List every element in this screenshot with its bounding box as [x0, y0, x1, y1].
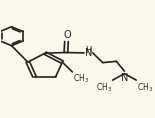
Text: O: O [63, 30, 71, 40]
Text: CH$_3$: CH$_3$ [137, 81, 153, 94]
Text: H: H [85, 46, 91, 55]
Text: CH$_3$: CH$_3$ [73, 72, 89, 85]
Text: N: N [121, 73, 128, 83]
Text: N: N [85, 48, 92, 57]
Text: CH$_3$: CH$_3$ [96, 81, 112, 94]
